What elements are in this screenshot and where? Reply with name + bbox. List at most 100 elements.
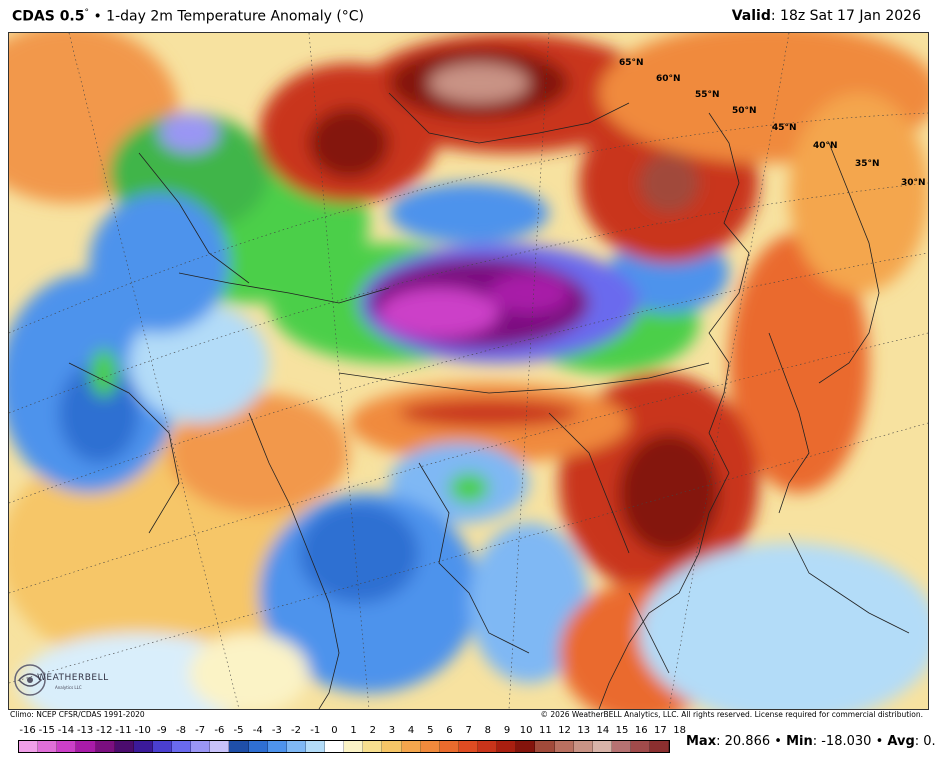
legend-tick-label: -2 [291,725,302,736]
legend-tick-label: -12 [96,725,113,736]
climo-note: Climo: NCEP CFSR/CDAS 1991-2020 [10,710,145,719]
legend-swatch [363,741,383,752]
legend-tick-label: -1 [310,725,321,736]
legend-swatch [554,741,574,752]
legend-swatch [573,741,593,752]
title-separator: • [93,8,102,25]
legend-swatch [286,741,306,752]
legend-tick-label: -13 [76,725,94,736]
legend-tick-label: 7 [465,725,472,736]
legend-swatch [248,741,268,752]
legend-tick-label: -4 [252,725,263,736]
legend-tick-label: -14 [57,725,75,736]
min-label: Min [786,734,813,749]
logo-swirl-icon [14,664,46,696]
legend-tick-label: 17 [654,725,667,736]
latitude-labels: 65°N 60°N 55°N 50°N 45°N 40°N 35°N 30°N [619,58,926,188]
legend-swatch [19,741,39,752]
logo-text: WEATHERBELL [37,673,109,683]
legend-swatch [305,741,325,752]
map-title: CDAS 0.5° • 1-day 2m Temperature Anomaly… [12,8,364,25]
avg-label: Avg [887,734,915,749]
max-label: Max [686,734,717,749]
legend-swatch [210,741,230,752]
legend-swatch [38,741,58,752]
legend-swatch [535,741,555,752]
stats-bullet-1: • [774,734,782,749]
legend-tick-label: -10 [134,725,151,736]
legend-tick-label: -15 [38,725,55,736]
legend-tick-label: 11 [538,725,552,736]
lat-label-60: 60°N [656,74,681,84]
weatherbell-logo: WEATHERBELL Analytics LLC [13,659,108,703]
legend-swatch [229,741,249,752]
latitude-grid [9,33,928,709]
legend-swatch [631,741,651,752]
lat-label-40: 40°N [813,141,838,151]
stats-bullet-2: • [875,734,884,749]
valid-time: Valid: 18z Sat 17 Jan 2026 [732,8,921,24]
legend-tick-label: -5 [233,725,244,736]
legend-tick-label: 0 [331,725,338,736]
lat-label-65: 65°N [619,58,644,68]
legend-swatch [420,741,440,752]
legend-swatch [382,741,402,752]
legend-swatch [592,741,612,752]
avg-value: : 0.283 [914,734,935,749]
borders [68,92,910,709]
color-legend: -16 -15 -14 -13 -12 -11 -10 -9 -8 -7 -6 -5 -4 -3 -2 -1 0… [18,725,686,765]
map-header: CDAS 0.5° • 1-day 2m Temperature Anomaly… [0,0,935,32]
legend-swatch [57,741,77,752]
legend-tick-label: 2 [369,725,376,736]
copyright-note: © 2026 WeatherBELL Analytics, LLC. All r… [540,710,923,719]
legend-swatch [650,741,670,752]
legend-tick-label: 18 [673,725,686,736]
legend-tick-label: -3 [271,725,282,736]
lat-label-35: 35°N [855,159,880,169]
legend-tick-label: 9 [503,725,511,736]
legend-tick-label: 4 [407,725,415,736]
legend-tick-label: -11 [115,725,132,736]
legend-tick-label: 12 [558,725,571,736]
legend-tick-label: 10 [519,725,533,736]
legend-swatch [114,741,134,752]
legend-tick-label: -6 [214,725,225,736]
legend-swatch [497,741,517,752]
legend-tick-label: -7 [195,725,206,736]
legend-swatch [172,741,192,752]
max-value: : 20.866 [716,734,771,749]
anomaly-map: 65°N 60°N 55°N 50°N 45°N 40°N 35°N 30°N … [8,32,929,710]
field-stats: Max: 20.866 • Min: -18.030 • Avg: 0.283 [686,734,935,749]
legend-tick-label: 3 [388,725,396,736]
legend-swatch [95,741,115,752]
legend-swatch [478,741,498,752]
legend-tick-label: 8 [484,725,491,736]
legend-swatch [267,741,287,752]
legend-swatch [325,741,345,752]
legend-tick-label: -9 [156,725,167,736]
legend-swatch [344,741,364,752]
legend-swatch [133,741,153,752]
legend-swatch [439,741,459,752]
product-name: 1-day 2m Temperature Anomaly (°C) [106,8,365,25]
legend-tick-label: 16 [634,725,648,736]
legend-swatch [152,741,172,752]
legend-tick-label: -16 [19,725,36,736]
legend-swatch [516,741,536,752]
legend-swatch [401,741,421,752]
lat-label-45: 45°N [772,123,797,133]
model-name: CDAS 0.5 [12,8,85,25]
legend-swatch [76,741,96,752]
map-canvas: 65°N 60°N 55°N 50°N 45°N 40°N 35°N 30°N [9,33,928,709]
lat-label-30: 30°N [901,178,926,188]
legend-ticks: -16 -15 -14 -13 -12 -11 -10 -9 -8 -7 -6 -5 -4 -3 -2 -1 0… [18,725,686,739]
legend-swatch [191,741,211,752]
logo-subtext: Analytics LLC [55,685,82,690]
legend-tick-label: -8 [176,725,186,736]
legend-bar [18,740,670,753]
lat-label-50: 50°N [732,106,757,116]
min-value: : -18.030 [812,734,872,749]
legend-tick-label: 13 [577,725,591,736]
valid-label: Valid [731,8,771,24]
legend-tick-label: 5 [427,725,434,736]
